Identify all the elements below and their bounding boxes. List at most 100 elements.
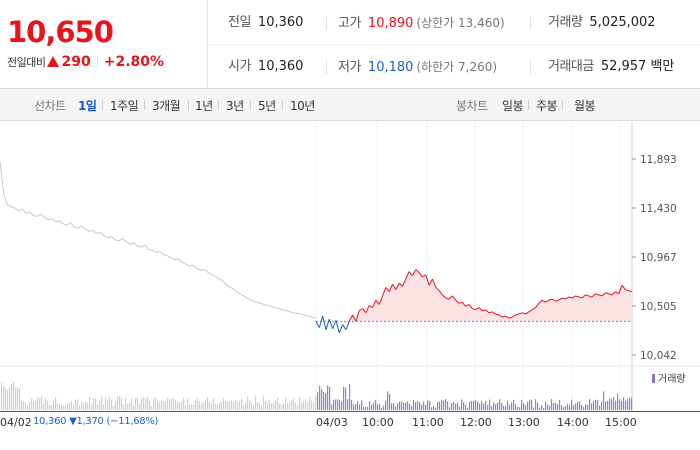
today-volume-bar	[615, 400, 617, 410]
prev-day-volume-bar	[129, 403, 131, 410]
prev-day-volume-bar	[167, 398, 169, 410]
prev-day-summary: 10,360 ▼1,370 (−11,68%)	[33, 416, 158, 427]
today-volume-bar	[365, 406, 367, 410]
today-volume-bar	[521, 400, 523, 410]
prev-day-volume-bar	[207, 397, 209, 410]
tab-monthly-candle[interactable]: 월봉	[574, 99, 596, 113]
tab-weekly-candle[interactable]: 주봉	[536, 99, 558, 113]
today-volume-bar	[447, 401, 449, 410]
tab-3month[interactable]: 3개월	[152, 99, 181, 113]
tab-5year[interactable]: 5년	[258, 99, 276, 113]
tab-1day[interactable]: 1일	[78, 99, 97, 113]
today-volume-bar	[411, 406, 413, 410]
tab-daily-candle[interactable]: 일봉	[502, 99, 524, 113]
prev-day-volume-bar	[53, 400, 55, 410]
today-volume-bar	[501, 402, 503, 410]
prev-day-volume-bar	[225, 401, 227, 410]
today-volume-bar	[599, 405, 601, 410]
today-price-segment	[502, 315, 506, 318]
prev-day-volume-bar	[171, 398, 173, 410]
stat-volume: 거래량 5,025,002	[548, 15, 656, 30]
today-volume-bar	[443, 400, 445, 410]
prev-day-volume-bar	[33, 401, 35, 410]
prev-day-volume-bar	[227, 401, 229, 410]
prev-day-volume-bar	[179, 402, 181, 410]
today-volume-bar	[561, 405, 563, 410]
prev-day-volume-bar	[17, 387, 19, 410]
tab-3year[interactable]: 3년	[226, 99, 244, 113]
prev-day-volume-bar	[39, 398, 41, 410]
today-price-segment	[551, 298, 556, 302]
stat-prev-close: 전일 10,360	[228, 15, 304, 30]
price-chart-svg: 11,893 11,430 10,967 10,505 10,042 거래량 04/02 04…	[0, 122, 700, 429]
today-volume-bar	[553, 403, 555, 410]
prev-day-volume-bar	[311, 399, 313, 410]
prev-day-volume-bar	[239, 402, 241, 410]
prev-day-volume-bar	[57, 403, 59, 410]
prev-day-rate: (−11,68%)	[106, 416, 159, 427]
prev-day-volume-bar	[159, 402, 161, 410]
today-price-segment	[435, 287, 440, 291]
today-volume-bar	[587, 405, 589, 410]
today-price-segment	[595, 293, 599, 296]
today-volume-bar	[413, 400, 415, 410]
today-volume-bar	[341, 401, 343, 410]
today-price-segment	[571, 295, 576, 299]
today-price-segment	[322, 315, 327, 330]
tab-1year[interactable]: 1년	[195, 99, 213, 113]
prev-day-volume-bar	[75, 400, 77, 410]
today-volume-bar	[543, 407, 545, 410]
prev-day-volume-bar	[95, 398, 97, 410]
today-price-segment	[615, 291, 619, 295]
tab-1week[interactable]: 1주일	[110, 99, 139, 113]
today-price-segment	[522, 312, 526, 315]
prev-day-volume-bar	[15, 387, 17, 410]
prev-day-volume-bar	[153, 398, 155, 410]
prev-day-volume-bar	[277, 397, 279, 410]
prev-day-volume-bar	[255, 396, 257, 410]
today-price-segment	[511, 314, 516, 318]
today-price-segment	[581, 294, 586, 299]
today-volume-bar	[581, 404, 583, 410]
today-volume-bar	[479, 403, 481, 410]
prev-day-volume-bar	[299, 397, 301, 410]
today-volume-bar	[383, 405, 385, 410]
prev-day-volume-bar	[63, 405, 65, 410]
chart-period-toolbar: 선차트 1일 1주일 3개월 1년 3년 5년 10년 봉차트 일봉 주봉 월봉	[0, 89, 700, 121]
prev-day-volume-bar	[267, 403, 269, 410]
today-volume-bar	[373, 402, 375, 410]
prev-day-volume-bar	[89, 396, 91, 410]
prev-day-volume-bar	[83, 403, 85, 410]
prev-day-volume-bar	[97, 404, 99, 410]
today-price-segment	[515, 313, 520, 316]
prev-day-volume-bar	[213, 398, 215, 410]
prev-day-volume-bar	[85, 402, 87, 410]
today-price-segment	[472, 308, 476, 311]
today-price-segment	[492, 311, 496, 315]
today-volume-bar	[551, 399, 553, 410]
prev-day-volume-bar	[219, 402, 221, 410]
tab-10year[interactable]: 10년	[290, 99, 315, 113]
today-price-segment	[485, 309, 490, 314]
today-volume-bar	[597, 399, 599, 410]
line-chart-label: 선차트	[34, 99, 66, 113]
prev-day-volume-bar	[273, 403, 275, 410]
today-volume-bar	[387, 391, 389, 410]
today-volume-bar	[369, 401, 371, 410]
today-price-segment	[525, 311, 530, 315]
up-triangle-icon	[47, 56, 60, 67]
today-price-segment	[365, 305, 370, 314]
prev-day-volume-bar	[103, 404, 105, 410]
prev-day-volume-bar	[291, 400, 293, 410]
today-volume-bar	[353, 404, 355, 410]
today-volume-bar	[559, 400, 561, 410]
today-price-segment	[348, 314, 354, 322]
today-price-segment	[385, 287, 390, 292]
today-price-segment	[508, 316, 513, 319]
volume-legend-swatch-icon	[652, 374, 655, 383]
prev-day-volume-bar	[123, 404, 125, 410]
today-volume-bar	[483, 403, 485, 410]
today-volume-bar	[613, 396, 615, 410]
today-volume-bar	[517, 406, 519, 410]
prev-day-volume-bar	[201, 404, 203, 410]
